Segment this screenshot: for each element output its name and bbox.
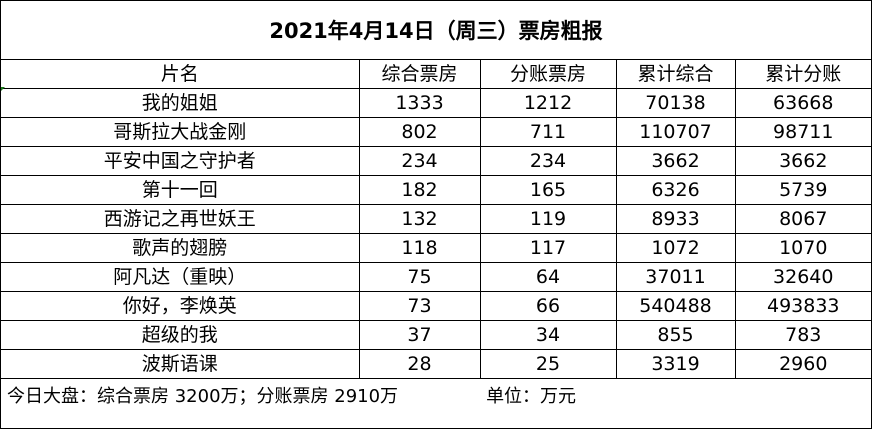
cell-film-name[interactable]: 西游记之再世妖王 [1,204,360,234]
cell-total-gross[interactable]: 118 [358,233,481,263]
cell-cumulative-split[interactable]: 3662 [734,146,871,176]
table-row: 你好，李焕英 73 66 540488 493833 [1,291,871,321]
table-row: 哥斯拉大战金刚 802 711 110707 98711 [1,117,871,147]
header-cumulative-total[interactable]: 累计综合 [615,60,736,89]
table-row: 超级的我 37 34 855 783 [1,320,871,350]
table-row: 波斯语课 28 25 3319 2960 [1,349,871,379]
report-title: 2021年4月14日（周三）票房粗报 [1,1,871,60]
header-film-name[interactable]: 片名 [1,60,360,89]
header-split-gross[interactable]: 分账票房 [479,60,617,89]
cell-cumulative-total[interactable]: 8933 [615,204,736,234]
cell-total-gross[interactable]: 28 [358,349,481,379]
cell-cumulative-total[interactable]: 70138 [615,88,736,118]
cell-cumulative-total[interactable]: 855 [615,320,736,350]
cell-split-gross[interactable]: 711 [479,117,617,147]
header-total-gross[interactable]: 综合票房 [358,60,481,89]
header-row: 片名 综合票房 分账票房 累计综合 累计分账 [1,60,871,89]
cell-film-name[interactable]: 歌声的翅膀 [1,233,360,263]
cell-cumulative-split[interactable]: 2960 [734,349,871,379]
cell-cumulative-split[interactable]: 493833 [734,291,871,321]
cell-film-name[interactable]: 平安中国之守护者 [1,146,360,176]
cell-cumulative-split[interactable]: 8067 [734,204,871,234]
cell-split-gross[interactable]: 165 [479,175,617,205]
cell-total-gross[interactable]: 182 [358,175,481,205]
cell-split-gross[interactable]: 1212 [479,88,617,118]
table-row: 西游记之再世妖王 132 119 8933 8067 [1,204,871,234]
cell-cumulative-split[interactable]: 63668 [734,88,871,118]
cell-total-gross[interactable]: 73 [358,291,481,321]
unit-label[interactable]: 单位：万元 [486,386,577,407]
box-office-table: 片名 综合票房 分账票房 累计综合 累计分账 我的姐姐 1333 1212 70138… [1,60,871,379]
cell-film-name[interactable]: 你好，李焕英 [1,291,360,321]
cell-split-gross[interactable]: 34 [479,320,617,350]
footer-row: 今日大盘：综合票房 3200万；分账票房 2910万 单位：万元 [1,379,871,411]
cell-cumulative-total[interactable]: 3319 [615,349,736,379]
cell-split-gross[interactable]: 234 [479,146,617,176]
cell-cumulative-total[interactable]: 6326 [615,175,736,205]
cell-film-name[interactable]: 波斯语课 [1,349,360,379]
cell-total-gross[interactable]: 132 [358,204,481,234]
cell-cumulative-total[interactable]: 3662 [615,146,736,176]
table-row: 歌声的翅膀 118 117 1072 1070 [1,233,871,263]
daily-total-summary[interactable]: 今日大盘：综合票房 3200万；分账票房 2910万 [7,386,399,407]
table-row: 我的姐姐 1333 1212 70138 63668 [1,88,871,118]
cell-total-gross[interactable]: 37 [358,320,481,350]
cell-cumulative-split[interactable]: 32640 [734,262,871,292]
cell-total-gross[interactable]: 1333 [358,88,481,118]
cell-film-name[interactable]: 超级的我 [1,320,360,350]
cell-split-gross[interactable]: 117 [479,233,617,263]
cell-total-gross[interactable]: 75 [358,262,481,292]
cell-film-name[interactable]: 阿凡达（重映） [1,262,360,292]
cell-split-gross[interactable]: 66 [479,291,617,321]
table-row: 阿凡达（重映） 75 64 37011 32640 [1,262,871,292]
cell-cumulative-total[interactable]: 1072 [615,233,736,263]
header-cumulative-split[interactable]: 累计分账 [734,60,871,89]
cell-split-gross[interactable]: 25 [479,349,617,379]
cell-total-gross[interactable]: 234 [358,146,481,176]
cell-film-name[interactable]: 第十一回 [1,175,360,205]
cell-split-gross[interactable]: 119 [479,204,617,234]
table-row: 平安中国之守护者 234 234 3662 3662 [1,146,871,176]
cell-cumulative-split[interactable]: 1070 [734,233,871,263]
cell-comment-marker [1,87,5,91]
cell-total-gross[interactable]: 802 [358,117,481,147]
cell-cumulative-split[interactable]: 98711 [734,117,871,147]
cell-cumulative-total[interactable]: 540488 [615,291,736,321]
cell-film-name[interactable]: 我的姐姐 [1,88,360,118]
cell-cumulative-split[interactable]: 5739 [734,175,871,205]
cell-cumulative-split[interactable]: 783 [734,320,871,350]
cell-film-name[interactable]: 哥斯拉大战金刚 [1,117,360,147]
cell-split-gross[interactable]: 64 [479,262,617,292]
table-row: 第十一回 182 165 6326 5739 [1,175,871,205]
cell-cumulative-total[interactable]: 110707 [615,117,736,147]
cell-cumulative-total[interactable]: 37011 [615,262,736,292]
